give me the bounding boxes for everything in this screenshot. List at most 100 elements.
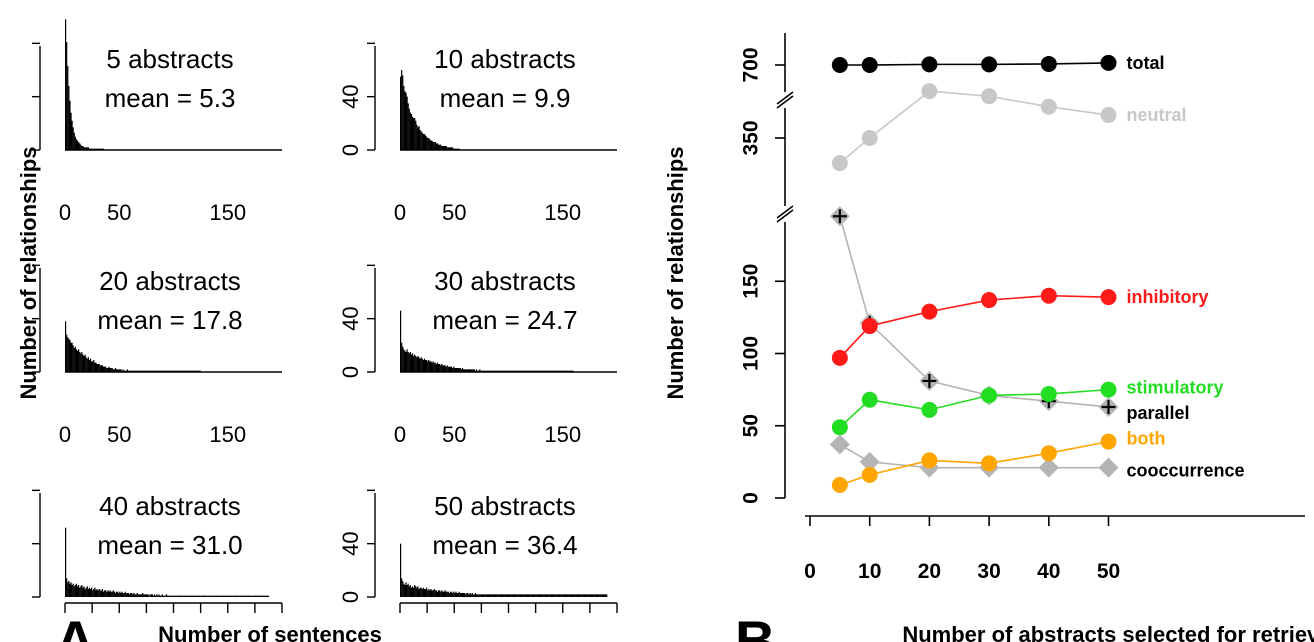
histogram-bar [470,594,472,597]
histogram-bar [469,369,471,372]
histogram-bar [69,340,71,372]
histogram-bar [118,593,120,597]
histogram-bar [76,586,79,597]
histogram-bar [66,42,68,150]
histogram-bar [418,126,420,150]
histogram-bar [500,594,503,597]
histogram-bar [195,595,197,597]
histogram-bar [194,595,196,597]
histogram-bar [424,360,427,372]
histogram-bar [125,593,127,597]
histogram-bar [433,142,435,150]
histogram-bar [84,354,86,372]
histogram-bar [556,594,558,597]
histogram-bar [165,594,168,597]
histogram-bar [85,147,87,150]
histogram-bar [114,593,117,597]
histogram-bar [445,366,447,372]
histogram-bar [585,594,587,597]
histogram-bar [431,362,433,372]
y-tick-label: 40 [338,531,363,555]
histogram-bar [518,594,520,597]
histogram-bar [83,147,85,150]
histogram-bar [416,357,418,372]
line-chart-axes [776,33,1305,517]
histogram-bar [247,595,249,597]
x-tick-label: 150 [209,200,246,225]
histogram-bar [188,595,190,597]
histogram-bar [418,589,420,597]
histogram-bar [110,591,112,597]
histogram-bar [543,594,545,597]
histogram-bar [75,349,78,372]
histogram-bar [150,594,152,597]
histogram-bar [405,92,407,150]
histogram-bar [111,591,113,597]
histogram-bar [117,591,119,597]
histogram-bar [238,595,240,597]
x-tick-label: 0 [59,200,71,225]
x-tick-label: 150 [544,422,581,447]
histogram-bar [511,594,513,597]
series-label-stimulatory: stimulatory [1127,378,1224,398]
histogram-bar [408,108,410,150]
histogram-bar [413,356,415,372]
histogram-bar [118,369,120,372]
histogram-bar [216,595,219,597]
histogram-bar [145,594,147,597]
histogram-bar [400,76,402,150]
histogram-bar [199,595,201,597]
histogram-title: 30 abstracts [434,266,576,296]
histogram-bar [530,594,532,597]
histogram-bar [584,594,586,597]
histogram-bar [164,595,167,597]
histogram-bar [174,595,176,597]
histogram-bar [423,358,426,372]
series-inhibitory [831,287,1117,366]
histogram-bar [572,594,574,597]
histogram-bar [120,369,122,372]
histogram-bar [83,586,85,597]
histogram-bar [406,96,408,150]
histogram-bar [401,578,403,597]
histogram-bar [135,594,137,597]
histogram-bar [222,595,224,597]
histogram-bar [400,310,402,372]
histogram-bar [134,594,136,597]
histogram-bar [123,593,125,597]
axis-break-mark [776,209,794,223]
histogram-bar [138,594,140,597]
histogram-bar [436,143,439,150]
panel-b-x-axis-label: Number of abstracts selected for retriev… [902,622,1314,642]
x-tick-label: 150 [209,422,246,447]
y-tick-label: 700 [740,47,763,82]
histogram-bar [594,594,596,597]
histogram-bar [470,369,472,372]
series-neutral [831,83,1117,172]
histogram-bar [443,365,445,372]
histogram-bar [471,593,473,597]
histogram-bar [74,136,76,150]
histogram-bar [244,595,246,597]
histogram-bar [484,594,486,597]
histogram-bar [75,139,78,150]
histogram-bar [67,66,69,150]
histogram-bar [203,595,206,597]
y-tick-label: 0 [338,144,363,156]
histogram-bar [102,591,105,597]
histogram-bar [550,594,553,597]
histogram-bar [87,589,89,597]
histogram-bar [264,595,266,597]
histogram-bar [102,366,105,372]
histogram-bar [409,585,411,597]
histogram-bar [487,594,490,597]
histogram-bar [240,595,242,597]
histogram-bar [448,147,451,150]
histogram-bar [266,595,269,597]
histogram-bar [172,595,174,597]
histogram-bar [85,587,87,597]
histogram-bar [122,593,124,597]
histogram-bar [444,146,446,150]
histogram-bar [242,595,245,597]
histogram-bar [450,366,453,372]
